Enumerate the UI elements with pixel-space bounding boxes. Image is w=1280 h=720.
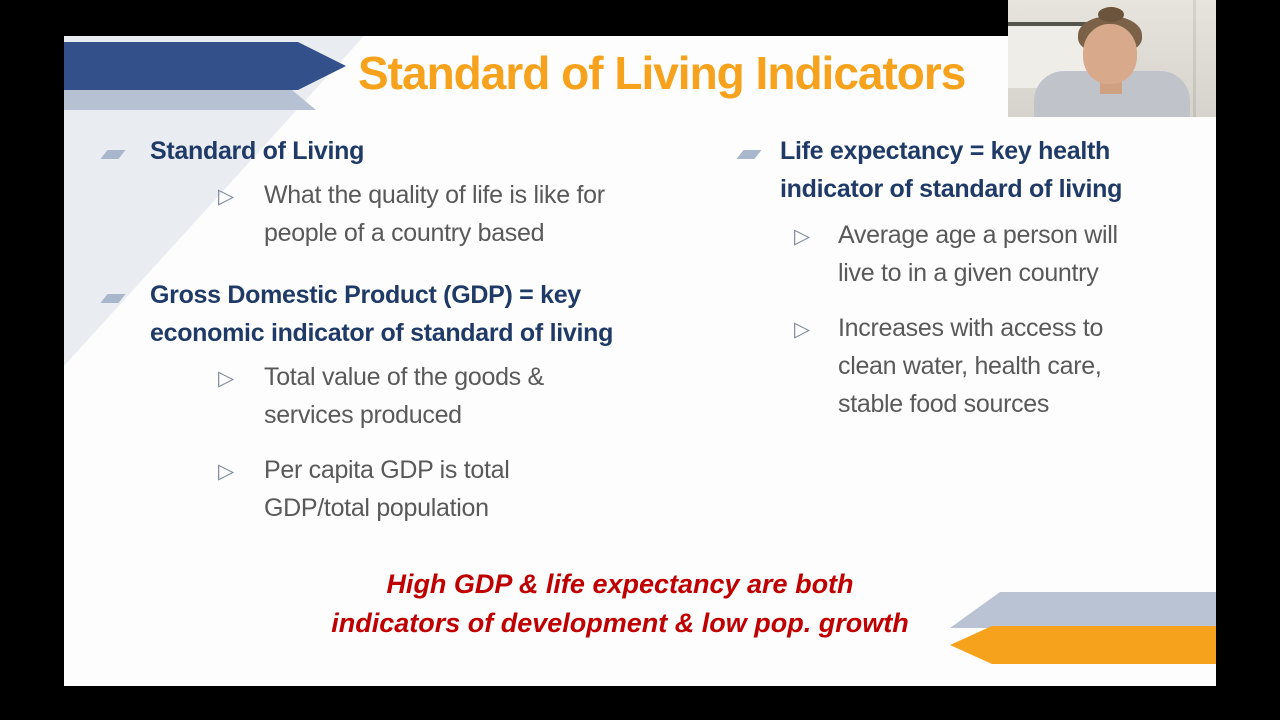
header-ribbon-light xyxy=(64,90,316,110)
left-column: Standard of Living ▷ What the quality of… xyxy=(100,132,710,527)
slide-title: Standard of Living Indicators xyxy=(358,47,966,99)
footer-decoration-gray xyxy=(950,592,1216,628)
bullet-text: Total value of the goods & services prod… xyxy=(264,363,544,429)
bullet-heading: Life expectancy = key health indicator o… xyxy=(780,137,1123,203)
bullet-text: Per capita GDP is total GDP/total popula… xyxy=(264,456,510,522)
header-ribbon-dark xyxy=(64,42,346,90)
level1-bullet-icon xyxy=(100,150,126,159)
bullet-item-life-expectancy: Life expectancy = key health indicator o… xyxy=(736,132,1212,423)
footer-decoration-orange xyxy=(950,626,1216,664)
presenter-hair-bun xyxy=(1098,7,1124,22)
level1-bullet-icon xyxy=(100,294,126,303)
level2-bullet-icon: ▷ xyxy=(794,225,810,248)
level2-bullet-icon: ▷ xyxy=(794,318,810,341)
bullet-item-gdp: Gross Domestic Product (GDP) = key econo… xyxy=(100,276,710,527)
level2-bullet-icon: ▷ xyxy=(218,367,234,390)
level2-bullet-icon: ▷ xyxy=(218,185,234,208)
bullet-heading: Standard of Living xyxy=(150,137,365,165)
doorframe-line xyxy=(1193,0,1196,117)
presentation-slide: Standard of Living Indicators Standard o… xyxy=(64,36,1216,686)
level1-bullet-icon xyxy=(736,150,762,159)
bullet-text: Average age a person will live to in a g… xyxy=(838,221,1118,287)
bullet-heading: Gross Domestic Product (GDP) = key econo… xyxy=(150,281,614,347)
bullet-text: Increases with access to clean water, he… xyxy=(838,314,1104,418)
level2-bullet-icon: ▷ xyxy=(218,460,234,483)
bullet-text: What the quality of life is like for peo… xyxy=(264,181,605,247)
right-column: Life expectancy = key health indicator o… xyxy=(736,132,1212,423)
webcam-overlay xyxy=(1008,0,1216,117)
presenter-face xyxy=(1083,24,1137,84)
summary-note: High GDP & life expectancy are both indi… xyxy=(331,569,909,638)
bullet-item-standard-of-living: Standard of Living ▷ What the quality of… xyxy=(100,132,710,252)
